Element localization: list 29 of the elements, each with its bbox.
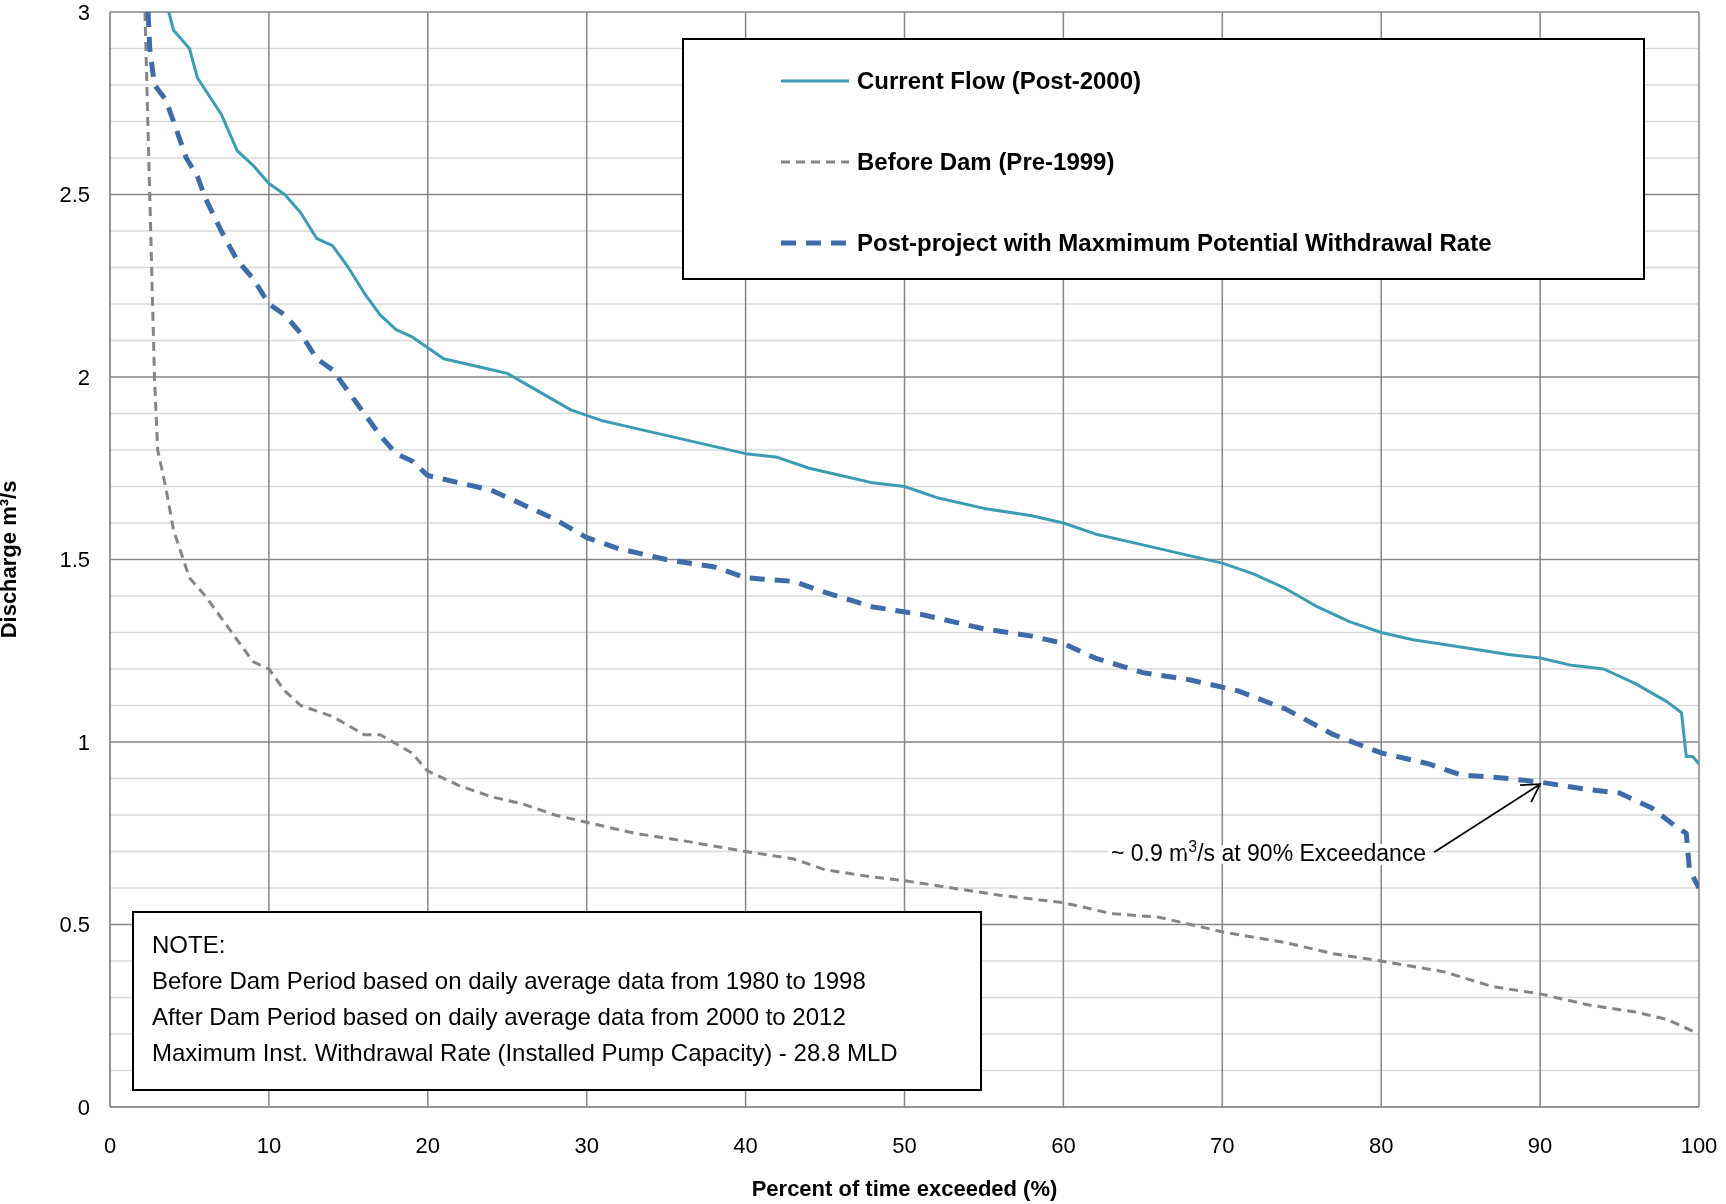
annotation: After Dam Period based on daily average data from 2000 to 2012 — [152, 1002, 847, 1032]
y-tick-label: 0.5 — [59, 912, 90, 938]
legend-label: Current Flow (Post-2000) — [857, 66, 1142, 95]
y-axis-title: Discharge m³/s — [0, 480, 21, 639]
x-tick-label: 20 — [415, 1132, 441, 1158]
y-tick-label: 1 — [77, 729, 90, 755]
x-tick-label: 40 — [733, 1132, 758, 1158]
annotation: NOTE: — [152, 930, 227, 960]
x-tick-label: 80 — [1368, 1132, 1394, 1158]
annotation: Maximum Inst. Withdrawal Rate (Installed Pump Capacity) - 28.8 MLD — [152, 1038, 899, 1068]
x-tick-label: 0 — [103, 1132, 117, 1158]
x-tick-label: 100 — [1680, 1132, 1718, 1158]
annotation: Before Dam Period based on daily average data from 1980 to 1998 — [152, 966, 867, 996]
line-series — [167, 12, 1699, 766]
x-tick-label: 50 — [892, 1132, 917, 1158]
y-tick-label: 0 — [77, 1094, 90, 1120]
x-tick-label: 60 — [1051, 1132, 1076, 1158]
x-tick-label: 30 — [574, 1132, 599, 1158]
y-tick-label: 2.5 — [59, 182, 90, 208]
x-tick-label: 90 — [1527, 1132, 1553, 1158]
x-tick-label: 10 — [256, 1132, 282, 1158]
x-axis-title: Percent of time exceeded (%) — [751, 1176, 1058, 1201]
x-tick-label: 70 — [1210, 1132, 1235, 1158]
legend-label: Post-project with Maxmimum Potential Withdrawal Rate — [857, 228, 1492, 257]
y-tick-label: 1.5 — [59, 547, 90, 573]
annotation: ~ 0.9 m$^{3}$/s at 90% Exceedance — [1110, 837, 1427, 867]
legend-label: Before Dam (Pre-1999) — [857, 147, 1115, 176]
y-tick-label: 2 — [77, 364, 90, 390]
y-tick-label: 3 — [77, 0, 90, 25]
